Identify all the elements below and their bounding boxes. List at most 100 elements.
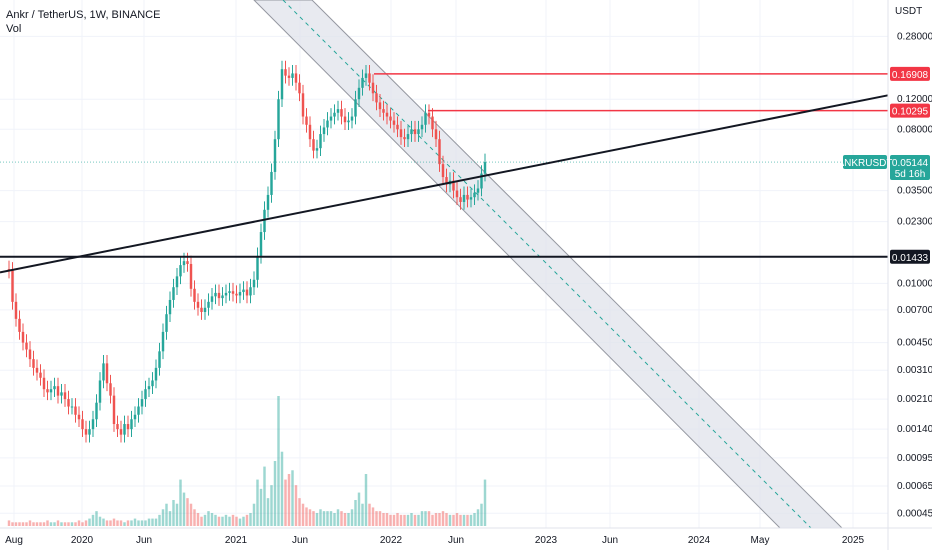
volume-bar bbox=[116, 520, 119, 526]
candle-body bbox=[46, 389, 49, 393]
candle-body bbox=[182, 261, 186, 266]
volume-bar bbox=[287, 474, 291, 526]
volume-bar bbox=[81, 522, 84, 526]
volume-bar bbox=[329, 511, 333, 526]
price-tag-label: 0.16908 bbox=[892, 70, 929, 81]
candle-body bbox=[98, 380, 102, 403]
volume-bar bbox=[189, 503, 193, 526]
candle-body bbox=[116, 424, 119, 430]
volume-bar bbox=[109, 520, 112, 526]
candle-body bbox=[350, 116, 354, 121]
candle-body bbox=[193, 288, 196, 302]
candle-body bbox=[277, 99, 280, 140]
y-tick-label: 0.00095 bbox=[897, 453, 932, 464]
volume-bar bbox=[259, 488, 263, 526]
volume-bar bbox=[392, 514, 396, 526]
volume-bar bbox=[25, 522, 28, 526]
volume-bar bbox=[459, 514, 462, 526]
candle-body bbox=[133, 414, 137, 420]
volume-bar bbox=[203, 514, 207, 526]
volume-bar bbox=[396, 513, 399, 526]
y-tick-label: 0.00140 bbox=[897, 424, 932, 435]
y-tick-label: 0.03500 bbox=[897, 186, 932, 197]
volume-bar bbox=[445, 513, 448, 526]
candle-body bbox=[70, 406, 74, 408]
volume-bar bbox=[123, 522, 126, 526]
candle-body bbox=[21, 331, 25, 343]
candle-body bbox=[242, 289, 245, 293]
volume-bar bbox=[305, 507, 308, 526]
candle-body bbox=[459, 197, 462, 202]
candle-body bbox=[455, 190, 459, 198]
volume-bar bbox=[186, 498, 189, 526]
candle-body bbox=[273, 139, 277, 172]
volume-bar bbox=[91, 514, 95, 526]
candle-body bbox=[179, 265, 182, 277]
candle-body bbox=[354, 99, 357, 117]
volume-bar bbox=[438, 513, 441, 526]
candle-body bbox=[368, 73, 371, 83]
candle-body bbox=[319, 134, 322, 149]
candle-body bbox=[427, 112, 431, 117]
candle-body bbox=[11, 270, 14, 302]
volume-bar bbox=[357, 492, 361, 526]
descending-channel bbox=[253, 0, 844, 529]
volume-bar bbox=[333, 513, 336, 526]
volume-bar bbox=[266, 498, 270, 526]
candle-body bbox=[364, 73, 368, 78]
candle-body bbox=[91, 419, 95, 430]
volume-bar bbox=[53, 522, 56, 526]
volume-bar bbox=[315, 513, 319, 526]
price-tag bbox=[890, 249, 930, 264]
candle-body bbox=[322, 127, 326, 135]
y-tick-label: 0.28000 bbox=[897, 31, 932, 42]
candle-body bbox=[147, 386, 151, 390]
volume-bar bbox=[154, 518, 158, 526]
volume-bar bbox=[427, 511, 431, 526]
candle-body bbox=[249, 287, 252, 296]
volume-bar bbox=[151, 518, 154, 526]
candle-body bbox=[102, 363, 105, 381]
candle-body bbox=[56, 386, 60, 396]
candle-body bbox=[14, 301, 18, 319]
candle-body bbox=[77, 414, 81, 420]
volume-label: Vol bbox=[6, 23, 21, 35]
volume-bar bbox=[224, 514, 228, 526]
volume-bar bbox=[308, 509, 312, 526]
volume-bar bbox=[277, 396, 280, 526]
volume-bar bbox=[238, 518, 242, 526]
candle-body bbox=[305, 116, 308, 125]
volume-bar bbox=[102, 518, 105, 526]
volume-bar bbox=[28, 520, 32, 526]
volume-bar bbox=[424, 511, 427, 526]
volume-bar bbox=[340, 511, 343, 526]
candle-body bbox=[431, 116, 434, 130]
support-trendline[interactable] bbox=[0, 94, 889, 274]
candle-body bbox=[74, 406, 77, 415]
candle-body bbox=[445, 177, 448, 185]
volume-bar bbox=[147, 518, 151, 526]
candle-body bbox=[326, 120, 329, 128]
candle-body bbox=[312, 139, 315, 151]
volume-bar bbox=[413, 514, 417, 526]
volume-bar bbox=[95, 511, 98, 526]
current-price-tag bbox=[890, 155, 930, 181]
volume-bar bbox=[182, 492, 186, 526]
volume-bar bbox=[284, 479, 287, 526]
candle-body bbox=[63, 392, 67, 400]
volume-bar bbox=[375, 511, 378, 526]
candle-body bbox=[483, 162, 487, 174]
volume-bar bbox=[476, 509, 480, 526]
candle-body bbox=[378, 102, 382, 110]
volume-bar bbox=[399, 514, 403, 526]
candle-body bbox=[231, 291, 235, 294]
volume-bar bbox=[455, 513, 459, 526]
volume-bar bbox=[235, 516, 238, 526]
candle-body bbox=[259, 232, 263, 256]
volume-bar bbox=[382, 513, 385, 526]
y-tick-label: 0.01000 bbox=[897, 278, 932, 289]
candle-body bbox=[329, 116, 333, 121]
x-tick-label: 2020 bbox=[71, 535, 94, 546]
candle-body bbox=[392, 120, 396, 125]
